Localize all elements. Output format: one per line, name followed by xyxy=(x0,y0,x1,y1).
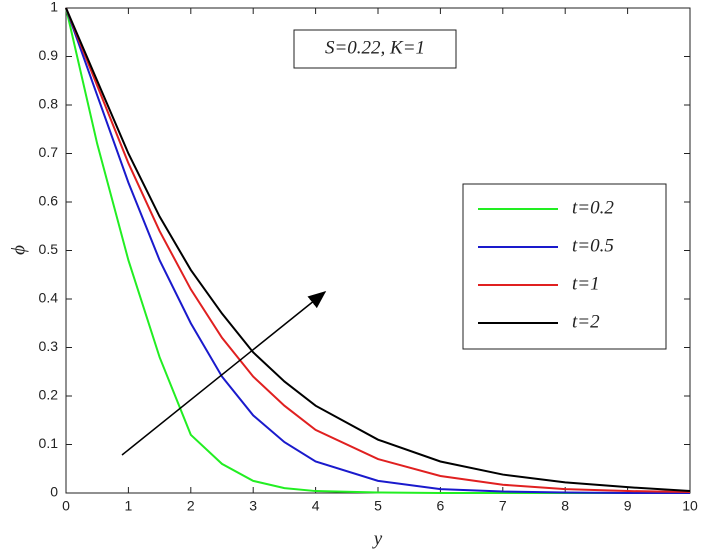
y-tick-label: 1 xyxy=(50,0,58,15)
x-tick-label: 4 xyxy=(312,498,320,514)
x-tick-label: 1 xyxy=(125,498,133,514)
x-tick-label: 3 xyxy=(249,498,257,514)
y-tick-label: 0.3 xyxy=(39,338,59,354)
x-tick-label: 9 xyxy=(624,498,632,514)
series-line xyxy=(65,7,691,494)
x-axis-label: y xyxy=(372,528,383,549)
series-line xyxy=(65,7,690,494)
y-tick-label: 0.4 xyxy=(39,290,59,306)
legend-label: t=1 xyxy=(572,273,600,294)
y-tick-label: 0.2 xyxy=(39,387,59,403)
x-tick-label: 7 xyxy=(499,498,507,514)
trend-arrow xyxy=(121,291,327,456)
y-tick-label: 0.9 xyxy=(39,47,59,63)
x-tick-label: 2 xyxy=(187,498,195,514)
legend-label: t=2 xyxy=(572,311,600,332)
x-tick-label: 8 xyxy=(561,498,569,514)
legend-label: t=0.5 xyxy=(572,235,614,256)
y-tick-label: 0.8 xyxy=(39,96,59,112)
legend-label: t=0.2 xyxy=(572,197,614,218)
legend-box xyxy=(462,183,667,350)
x-tick-label: 6 xyxy=(437,498,445,514)
x-tick-label: 0 xyxy=(62,498,70,514)
annotation-box xyxy=(293,29,457,69)
y-axis-label: ϕ xyxy=(8,245,29,255)
y-tick-label: 0.1 xyxy=(39,435,59,451)
y-tick-label: 0.5 xyxy=(39,241,59,257)
x-tick-label: 10 xyxy=(682,498,698,514)
y-tick-label: 0.7 xyxy=(39,144,59,160)
y-tick-label: 0.6 xyxy=(39,193,59,209)
series-line xyxy=(65,7,691,493)
y-tick-label: 0 xyxy=(50,484,58,500)
annotation: S=0.22, K=1 xyxy=(325,37,425,58)
x-tick-label: 5 xyxy=(374,498,382,514)
